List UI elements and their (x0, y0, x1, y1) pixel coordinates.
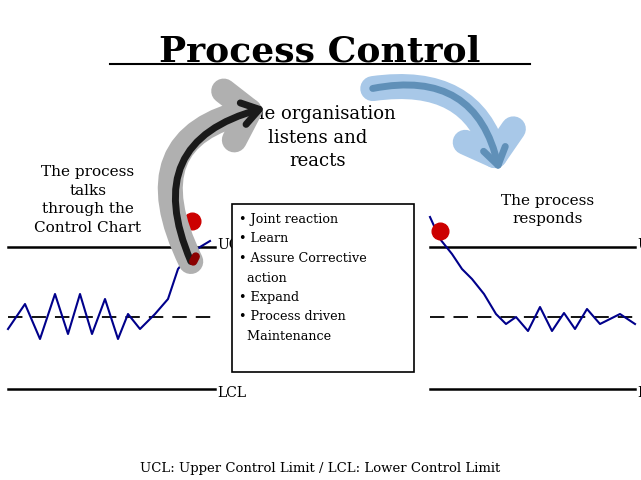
FancyBboxPatch shape (232, 204, 414, 372)
FancyArrowPatch shape (373, 87, 513, 156)
Text: The process
responds: The process responds (501, 193, 595, 226)
Text: LCL: LCL (637, 385, 641, 399)
FancyArrowPatch shape (193, 257, 196, 262)
FancyArrowPatch shape (176, 104, 259, 262)
FancyArrowPatch shape (372, 86, 505, 166)
Text: The organisation
listens and
reacts: The organisation listens and reacts (240, 105, 395, 170)
Text: UCL: UCL (637, 238, 641, 252)
Text: • Joint reaction
• Learn
• Assure Corrective
  action
• Expand
• Process driven
: • Joint reaction • Learn • Assure Correc… (239, 213, 367, 342)
Text: UCL: Upper Control Limit / LCL: Lower Control Limit: UCL: Upper Control Limit / LCL: Lower Co… (140, 461, 500, 474)
Text: The process
talks
through the
Control Chart: The process talks through the Control Ch… (35, 165, 142, 234)
Text: LCL: LCL (217, 385, 246, 399)
Text: UCL: UCL (217, 238, 249, 252)
Text: Process Control: Process Control (160, 35, 481, 69)
FancyArrowPatch shape (171, 92, 249, 262)
